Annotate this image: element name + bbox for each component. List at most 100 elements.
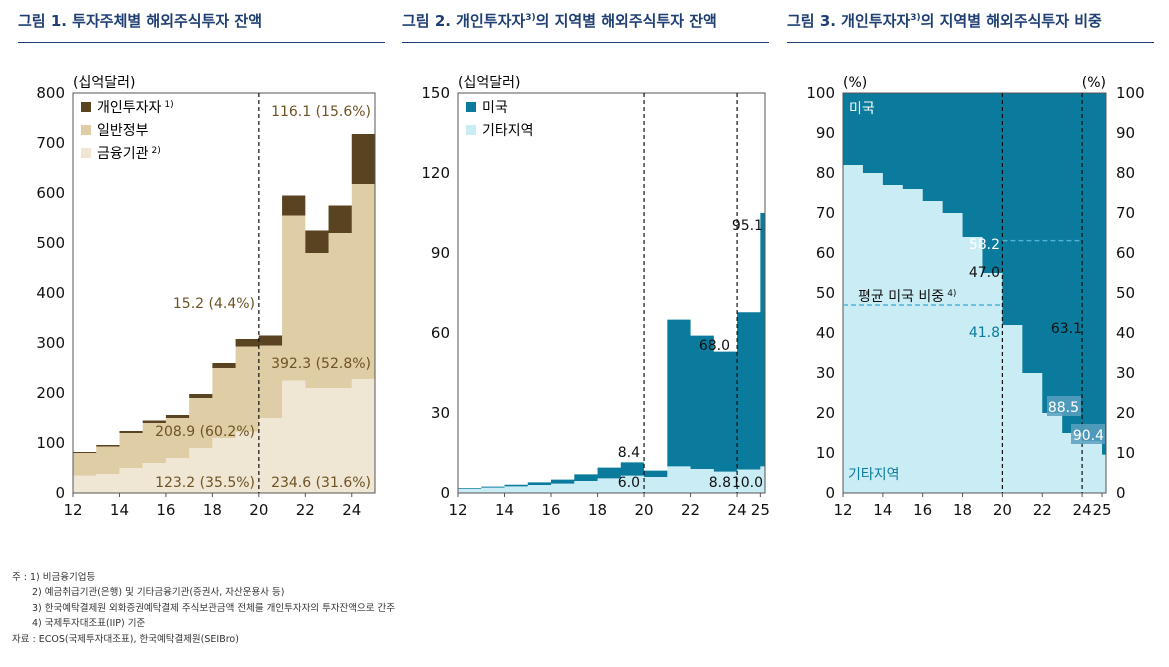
xtick-label-20: 20 <box>635 501 654 519</box>
ytick-label-30: 30 <box>431 404 450 422</box>
footnote-4: 4) 국제투자대조표(IIP) 기준 <box>32 618 146 630</box>
ytick-right-label-30: 30 <box>1116 364 1135 382</box>
annotation-avg-12-20: 47.0 <box>969 265 1000 281</box>
legend-label-government: 일반정부 <box>97 123 149 139</box>
ytick-right-label-80: 80 <box>1116 164 1135 182</box>
chart1-unit-label: (십억달러) <box>73 75 135 91</box>
annotation-other-20: 6.0 <box>618 475 640 491</box>
area-financial <box>73 375 375 493</box>
xtick-label-20: 20 <box>993 501 1012 519</box>
ytick-label-0: 0 <box>825 484 835 502</box>
ytick-label-30: 30 <box>816 364 835 382</box>
source-note: 자료 : ECOS(국제투자대조표), 한국예탁결제원(SEIBro) <box>12 633 239 645</box>
ytick-right-label-20: 20 <box>1116 404 1135 422</box>
annotation-individual-20: 15.2 (4.4%) <box>173 296 255 312</box>
footnote-3: 3) 한국예탁결제원 외화증권예탁결제 주식보관금액 전체를 개인투자자의 투자… <box>32 602 396 614</box>
area-other <box>843 165 1106 493</box>
ytick-right-label-90: 90 <box>1116 124 1135 142</box>
chart2-frame <box>457 92 766 494</box>
ytick-label-0: 0 <box>440 484 450 502</box>
ytick-label-800: 800 <box>36 84 65 102</box>
xtick-label-24: 24 <box>728 501 747 519</box>
xtick-label-14: 14 <box>495 501 514 519</box>
ytick-label-700: 700 <box>36 134 65 152</box>
xtick-label-12: 12 <box>833 501 852 519</box>
ytick-label-100: 100 <box>36 434 65 452</box>
annotation-us-20: 58.2 <box>969 237 1000 253</box>
region-label-us: 미국 <box>849 101 875 117</box>
xtick-label-18: 18 <box>953 501 972 519</box>
chart2-title: 그림 2. 개인투자자3)의 지역별 해외주식투자 잔액 <box>402 12 717 30</box>
xtick-label-25: 25 <box>751 501 770 519</box>
ytick-label-70: 70 <box>816 204 835 222</box>
ytick-right-label-60: 60 <box>1116 244 1135 262</box>
area-us <box>458 213 765 489</box>
xtick-label-14: 14 <box>110 501 129 519</box>
legend-label-individual: 개인투자자 1) <box>97 100 174 116</box>
ytick-right-label-40: 40 <box>1116 324 1135 342</box>
ytick-label-40: 40 <box>816 324 835 342</box>
ytick-right-label-10: 10 <box>1116 444 1135 462</box>
xtick-label-20: 20 <box>249 501 268 519</box>
ytick-label-20: 20 <box>816 404 835 422</box>
area-other <box>458 466 765 493</box>
ytick-label-50: 50 <box>816 284 835 302</box>
ytick-right-label-70: 70 <box>1116 204 1135 222</box>
annotation-financial-24: 234.6 (31.6%) <box>271 475 371 491</box>
chart3-frame <box>842 92 1107 494</box>
ytick-label-600: 600 <box>36 184 65 202</box>
annotation-other-24: 8.8 <box>709 475 731 491</box>
ytick-label-10: 10 <box>816 444 835 462</box>
annotation-government-20: 208.9 (60.2%) <box>155 424 255 440</box>
ytick-label-300: 300 <box>36 334 65 352</box>
ytick-label-60: 60 <box>816 244 835 262</box>
ytick-label-120: 120 <box>421 164 450 182</box>
xtick-label-12: 12 <box>448 501 467 519</box>
xtick-label-16: 16 <box>541 501 560 519</box>
chart1-title: 그림 1. 투자주체별 해외주식투자 잔액 <box>18 12 263 30</box>
chart3-unit-label-left: (%) <box>843 75 867 91</box>
ytick-label-0: 0 <box>55 484 65 502</box>
legend-swatch-government <box>81 125 91 135</box>
avg-line-label: 평균 미국 비중 4) <box>858 289 956 305</box>
legend-label-other: 기타지역 <box>482 123 534 139</box>
annotation-us-24: 68.0 <box>699 338 730 354</box>
ytick-label-80: 80 <box>816 164 835 182</box>
annotation-other-20: 41.8 <box>969 325 1000 341</box>
xtick-label-25: 25 <box>1092 501 1111 519</box>
legend-swatch-individual <box>81 102 91 112</box>
annotation-avg-20-24: 63.1 <box>1051 321 1082 337</box>
xtick-label-22: 22 <box>296 501 315 519</box>
area-government <box>73 179 375 476</box>
annotation-us-25: 95.1 <box>732 218 763 234</box>
annotation-us-25: 90.4 <box>1073 428 1104 444</box>
annotation-us-24: 88.5 <box>1048 400 1079 416</box>
legend-label-financial: 금융기관 2) <box>97 146 161 162</box>
area-individual <box>73 121 375 453</box>
legend-swatch-us <box>466 102 476 112</box>
xtick-label-18: 18 <box>588 501 607 519</box>
xtick-label-24: 24 <box>342 501 361 519</box>
xtick-label-22: 22 <box>681 501 700 519</box>
legend-swatch-other <box>466 125 476 135</box>
chart1-title-rule <box>18 42 385 43</box>
footnote-2: 2) 예금취급기관(은행) 및 기타금융기관(증권사, 자산운용사 등) <box>32 587 285 599</box>
legend-label-us: 미국 <box>482 100 508 116</box>
area-us <box>843 93 1106 455</box>
annotation-government-24: 392.3 (52.8%) <box>271 356 371 372</box>
annotation-us-25-box <box>1071 424 1105 444</box>
xtick-label-14: 14 <box>873 501 892 519</box>
ytick-label-60: 60 <box>431 324 450 342</box>
chart1-frame <box>72 92 376 494</box>
chart2-unit-label: (십억달러) <box>458 75 520 91</box>
chart3-unit-label-right: (%) <box>1082 75 1106 91</box>
chart2-title-rule <box>402 42 769 43</box>
xtick-label-22: 22 <box>1033 501 1052 519</box>
ytick-label-500: 500 <box>36 234 65 252</box>
xtick-label-24: 24 <box>1073 501 1092 519</box>
annotation-financial-20: 123.2 (35.5%) <box>155 475 255 491</box>
annotation-us-20: 8.4 <box>618 445 640 461</box>
xtick-label-12: 12 <box>63 501 82 519</box>
